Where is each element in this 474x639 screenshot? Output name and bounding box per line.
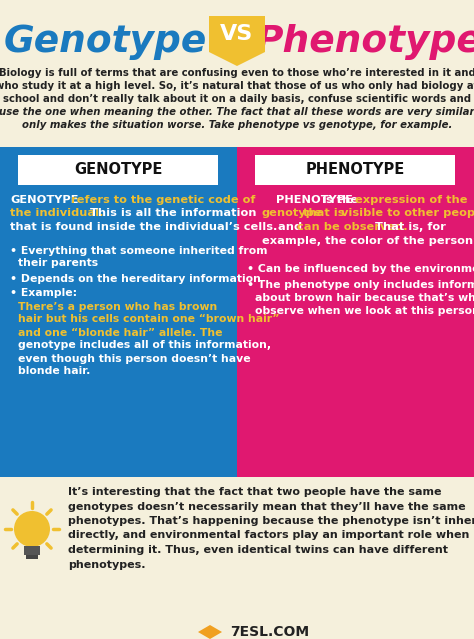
- Text: about brown hair because that’s what we: about brown hair because that’s what we: [255, 293, 474, 303]
- Bar: [255, 155, 455, 185]
- Text: is the: is the: [318, 195, 362, 205]
- Text: phenotypes.: phenotypes.: [68, 560, 146, 569]
- Bar: [26, 555, 38, 559]
- Text: Genotype: Genotype: [3, 24, 207, 60]
- Polygon shape: [209, 16, 265, 66]
- Bar: [0, 147, 237, 477]
- Bar: [237, 147, 474, 477]
- Text: directly, and environmental factors play an important role when: directly, and environmental factors play…: [68, 530, 469, 541]
- Text: and one “blonde hair” allele. The: and one “blonde hair” allele. The: [18, 328, 222, 337]
- Text: • Can be influenced by the environment: • Can be influenced by the environment: [247, 264, 474, 274]
- Polygon shape: [198, 625, 222, 639]
- Text: That is, for: That is, for: [371, 222, 446, 232]
- Bar: [24, 546, 40, 555]
- Text: • Example:: • Example:: [10, 288, 81, 298]
- Text: example, the color of the person’s eyes.: example, the color of the person’s eyes.: [262, 236, 474, 245]
- Text: school and don’t really talk about it on a daily basis, confuse scientific words: school and don’t really talk about it on…: [3, 94, 471, 104]
- Text: and: and: [278, 222, 306, 232]
- Text: that is found inside the individual’s cells.: that is found inside the individual’s ce…: [10, 222, 277, 232]
- Text: genotype includes all of this information,: genotype includes all of this informatio…: [18, 341, 271, 351]
- Text: VS: VS: [220, 24, 254, 44]
- Text: • The phenotype only includes information: • The phenotype only includes informatio…: [247, 280, 474, 290]
- Text: This is all the information: This is all the information: [86, 208, 256, 219]
- Text: PHENOTYPE: PHENOTYPE: [276, 195, 353, 205]
- Bar: [18, 155, 218, 185]
- Circle shape: [14, 511, 50, 547]
- Text: GENOTYPE: GENOTYPE: [10, 195, 79, 205]
- Text: who study it at a high level. So, it’s natural that those of us who only had bio: who study it at a high level. So, it’s n…: [0, 81, 474, 91]
- Text: determining it. Thus, even identical twins can have different: determining it. Thus, even identical twi…: [68, 545, 448, 555]
- Text: Phenotype: Phenotype: [255, 24, 474, 60]
- Text: can be observed.: can be observed.: [297, 222, 408, 232]
- Text: visible to other people: visible to other people: [341, 208, 474, 219]
- Text: • Everything that someone inherited from: • Everything that someone inherited from: [10, 245, 267, 256]
- Text: Biology is full of terms that are confusing even to those who’re interested in i: Biology is full of terms that are confus…: [0, 68, 474, 78]
- Text: phenotypes. That’s happening because the phenotype isn’t inherited: phenotypes. That’s happening because the…: [68, 516, 474, 526]
- Text: genotype: genotype: [262, 208, 323, 219]
- Text: It’s interesting that the fact that two people have the same: It’s interesting that the fact that two …: [68, 487, 441, 497]
- Text: blonde hair.: blonde hair.: [18, 367, 91, 376]
- Text: • Depends on the hereditary information: • Depends on the hereditary information: [10, 273, 261, 284]
- Text: only makes the situation worse. Take phenotype vs genotype, for example.: only makes the situation worse. Take phe…: [22, 120, 452, 130]
- Text: their parents: their parents: [18, 259, 98, 268]
- Text: that is: that is: [299, 208, 349, 219]
- Text: genotypes doesn’t necessarily mean that they’ll have the same: genotypes doesn’t necessarily mean that …: [68, 502, 465, 511]
- Text: use the one when meaning the other. The fact that all these words are very simil: use the one when meaning the other. The …: [0, 107, 474, 117]
- Text: There’s a person who has brown: There’s a person who has brown: [18, 302, 217, 311]
- Text: even though this person doesn’t have: even though this person doesn’t have: [18, 353, 251, 364]
- Text: expression of the: expression of the: [355, 195, 467, 205]
- Bar: [0, 479, 474, 618]
- Text: hair but his cells contain one “brown hair”: hair but his cells contain one “brown ha…: [18, 314, 280, 325]
- Text: GENOTYPE: GENOTYPE: [74, 162, 162, 178]
- Text: 7ESL.COM: 7ESL.COM: [230, 625, 309, 639]
- Text: PHENOTYPE: PHENOTYPE: [305, 162, 405, 178]
- Text: the individual.: the individual.: [10, 208, 103, 219]
- Text: refers to the genetic code of: refers to the genetic code of: [67, 195, 255, 205]
- Text: observe when we look at this person.: observe when we look at this person.: [255, 306, 474, 316]
